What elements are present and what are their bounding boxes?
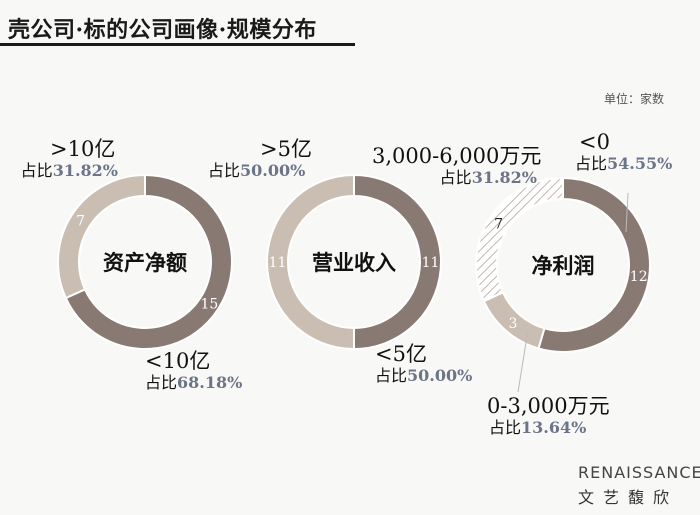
chart3-low-category: 0-3,000万元: [487, 394, 610, 418]
chart3-neg-percent: 占比54.55%: [575, 154, 672, 174]
chart3-low-percent: 占比13.64%: [487, 418, 610, 438]
chart1-top-category: >10亿: [8, 137, 118, 161]
chart2-bottom-label: <5亿 占比50.00%: [375, 342, 472, 386]
chart3-value-label-1: 12: [630, 269, 648, 285]
chart1-bottom-category: <10亿: [145, 349, 242, 373]
chart3-low-prefix: 占比: [489, 418, 521, 437]
chart1-value-label-2: 15: [200, 296, 218, 312]
chart3-mid-prefix: 占比: [440, 168, 472, 187]
chart1-top-percent: 占比31.82%: [8, 161, 118, 181]
chart1-center-title: 资产净额: [103, 250, 187, 275]
chart2-value-label-2: 11: [422, 255, 440, 271]
chart3-value-label-2: 3: [508, 316, 517, 332]
chart2-top-label: >5亿 占比50.00%: [208, 137, 312, 181]
chart3-neg-label: <0 占比54.55%: [575, 130, 672, 174]
chart1-value-label-1: 7: [76, 214, 85, 230]
brand-logo-en: RENAISSANCE: [578, 463, 700, 482]
chart3-neg-prefix: 占比: [575, 154, 607, 173]
chart2-center-title: 营业收入: [312, 250, 396, 275]
chart3-mid-category: 3,000-6,000万元: [372, 144, 537, 168]
chart2-bottom-value: 50.00%: [407, 366, 472, 385]
chart2-value-label-1: 11: [269, 255, 287, 271]
chart2-bottom-category: <5亿: [375, 342, 472, 366]
chart2-bottom-percent: 占比50.00%: [375, 366, 472, 386]
chart1-top-label: >10亿 占比31.82%: [8, 137, 118, 181]
chart2-top-category: >5亿: [208, 137, 312, 161]
chart1-bottom-label: <10亿 占比68.18%: [145, 349, 242, 393]
chart3-low-label: 0-3,000万元 占比13.64%: [487, 394, 610, 438]
chart3-neg-category: <0: [575, 130, 672, 154]
chart1-bottom-percent: 占比68.18%: [145, 373, 242, 393]
chart3-mid-label: 3,000-6,000万元 占比31.82%: [372, 144, 537, 188]
chart3-value-label-3: 7: [494, 217, 503, 233]
chart3-mid-value: 31.82%: [472, 168, 537, 187]
chart1-top-prefix: 占比: [21, 161, 53, 180]
chart1-bottom-value: 68.18%: [177, 373, 242, 392]
chart2-top-value: 50.00%: [240, 161, 305, 180]
chart3-low-value: 13.64%: [521, 418, 586, 437]
chart1-top-value: 31.82%: [53, 161, 118, 180]
chart2-bottom-prefix: 占比: [375, 366, 407, 385]
chart1-slice-1: [58, 175, 145, 298]
chart3-neg-value: 54.55%: [607, 154, 672, 173]
chart1-bottom-prefix: 占比: [145, 373, 177, 392]
chart3-slice-3: [476, 178, 563, 301]
chart2-top-percent: 占比50.00%: [208, 161, 312, 181]
chart3-mid-percent: 占比31.82%: [372, 168, 537, 188]
chart3-center-title: 净利润: [532, 253, 595, 278]
chart2-top-prefix: 占比: [208, 161, 240, 180]
brand-logo-cn: 文艺馥欣: [578, 484, 678, 508]
